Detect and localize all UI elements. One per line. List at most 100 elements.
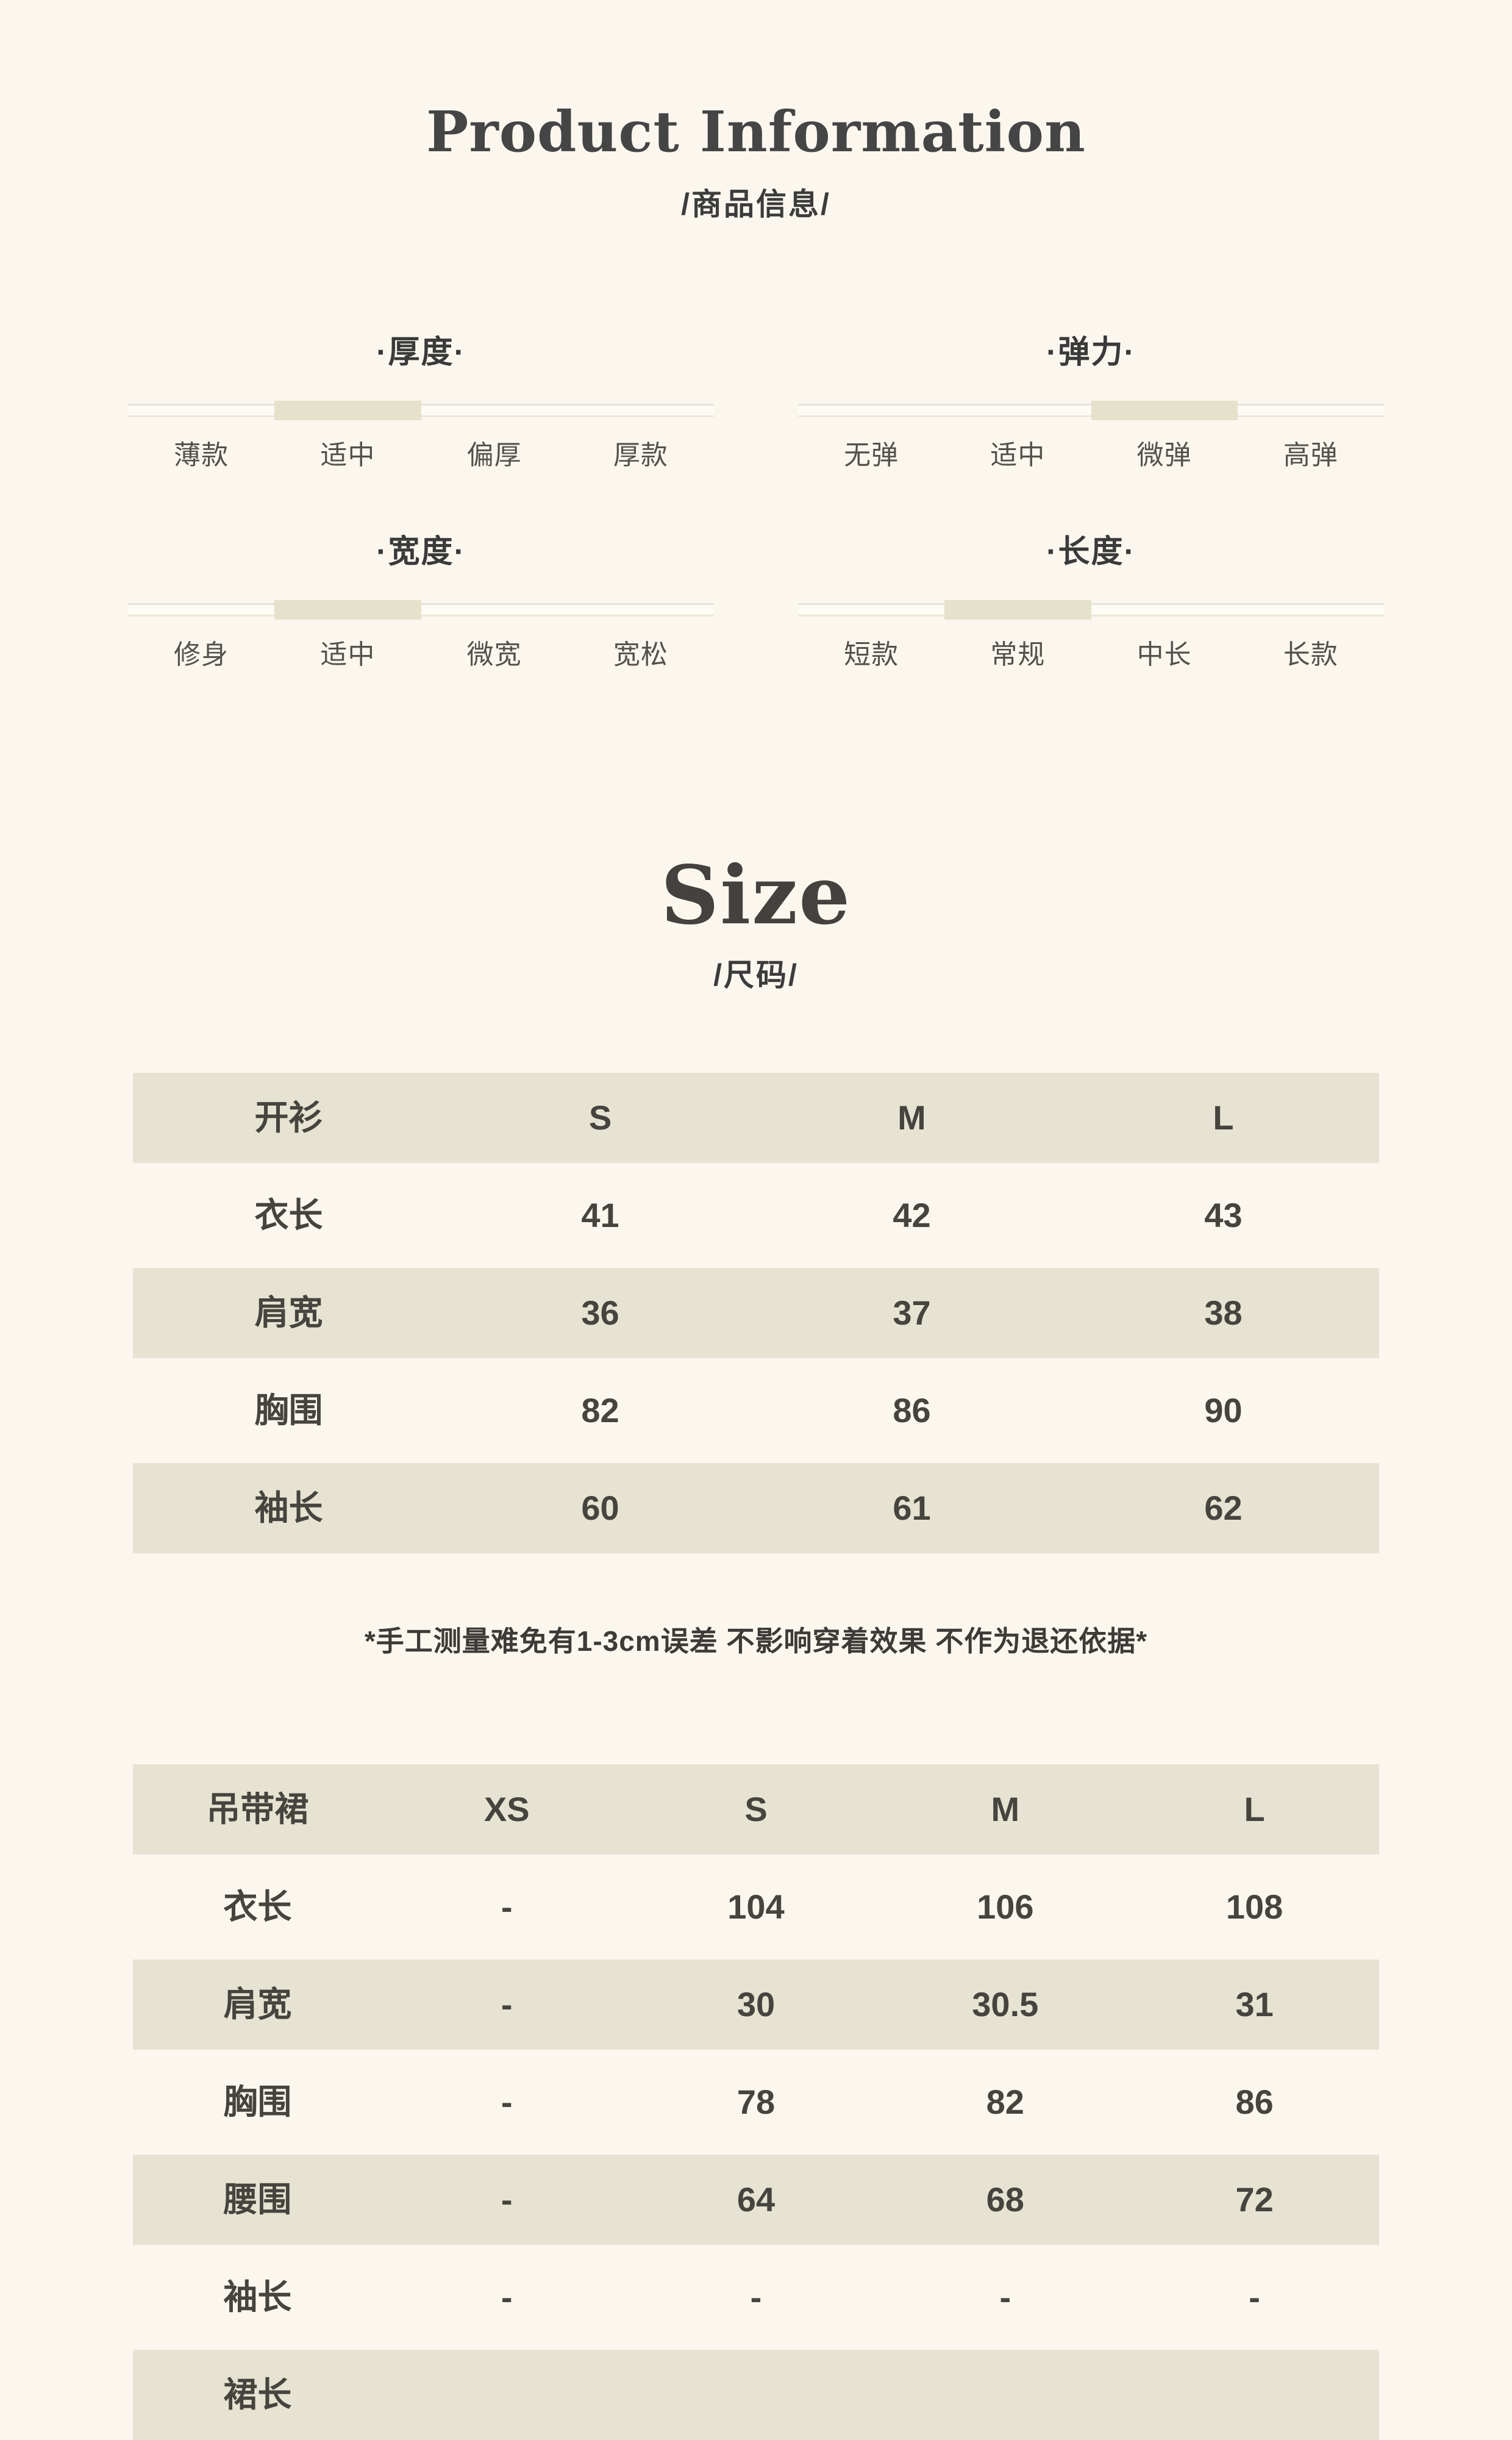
attribute-scale-labels: 薄款 适中 偏厚 厚款 [128,433,714,472]
table-cell: - [501,2277,513,2316]
table-row: 胸围 - 78 82 86 [133,2057,1379,2147]
table-cell: 衣长 [254,1195,323,1234]
table-cell: 64 [736,2180,776,2219]
table-cell: 30 [736,1984,776,2023]
attribute-scales-section: ·厚度· 薄款 适中 偏厚 厚款 ·弹力· 无弹 适中 微弹 高弹 ·宽度· 修身 适中 微宽宽… [128,326,1384,671]
table-cell: 82 [986,2082,1024,2121]
table-cell: 61 [893,1488,931,1527]
slip-dress-size-table: 吊带裙 XS S M L 衣长 - 104 106 108 肩宽 - 30 30.5 31 胸围 - 78 82 86… [133,1764,1379,2440]
table-cell: - [501,1887,513,1926]
attribute-scale-labels: 无弹 适中 微弹 高弹 [798,433,1384,472]
header-cell: M [991,1789,1020,1828]
table-row: 袖长 - - - - [133,2252,1379,2342]
attribute-scale-fill [944,599,1091,620]
table-cell: 42 [893,1195,931,1234]
header-cell: 开衫 [254,1098,323,1137]
table-row: 肩宽 36 37 38 [133,1267,1379,1358]
table-cell: 袖长 [223,2277,292,2316]
measurement-note: *手工测量难免有1-3cm误差 不影响穿着效果 不作为退还依据* [364,1625,1148,1657]
scale-label: 短款 [844,639,899,670]
header-cell: M [897,1098,926,1137]
header-cell: S [588,1098,612,1137]
table-cell: 86 [893,1390,931,1429]
table-cell: - [501,1984,513,2023]
header-cell: XS [483,1789,530,1828]
attribute-group-title: ·宽度· [376,534,466,570]
table-cell: 肩宽 [223,1984,292,2023]
attribute-group-3: ·长度· 短款 常规 中长 长款 [798,526,1384,671]
table-header-row: 开衫 S M L [133,1072,1379,1163]
scale-label: 修身 [174,639,229,670]
attribute-group-title: ·弹力· [1046,334,1136,370]
scale-label: 厚款 [613,440,668,470]
table-row: 裙长 [133,2349,1379,2440]
header-cell: L [1213,1098,1234,1137]
table-cell: 37 [893,1293,931,1332]
table-row: 袖长 60 61 62 [133,1462,1379,1553]
cardigan-size-table: 开衫 S M L 衣长 41 42 43 肩宽 36 37 38 胸围 82 86 90 袖长 60 61 62 [133,1072,1379,1553]
attribute-scale-track [128,400,714,420]
scale-label: 高弹 [1283,440,1338,470]
attribute-group-title: ·长度· [1046,534,1136,570]
scale-label: 薄款 [174,440,229,470]
table-cell: 41 [581,1195,619,1234]
attribute-scale-track [128,599,714,620]
table-row: 胸围 82 86 90 [133,1365,1379,1456]
scale-label: 偏厚 [466,440,522,470]
page-title: Product Information [426,99,1086,165]
scale-label: 微宽 [466,639,522,670]
attribute-scale-labels: 短款 常规 中长 长款 [798,632,1384,671]
table-cell: 袖长 [254,1488,323,1527]
table-cell: 43 [1204,1195,1243,1234]
table-cell: 腰围 [223,2180,292,2219]
table-cell: - [750,2277,762,2316]
header-cell: S [744,1789,768,1828]
attribute-scale-fill [274,400,421,420]
table-cell: 86 [1235,2082,1274,2121]
scale-label: 适中 [990,440,1046,470]
table-cell: - [501,2082,513,2121]
table-cell: 106 [977,1887,1034,1926]
table-cell: 胸围 [254,1390,323,1429]
attribute-scale-labels: 修身 适中 微宽 宽松 [128,632,714,671]
attribute-group-1: ·弹力· 无弹 适中 微弹 高弹 [798,326,1384,472]
table-cell: 36 [581,1293,619,1332]
table-cell: 82 [581,1390,619,1429]
header-cell: L [1244,1789,1265,1828]
table-cell: 38 [1204,1293,1243,1332]
table-cell: 裙长 [223,2375,292,2414]
table-row: 衣长 - 104 106 108 [133,1862,1379,1952]
attribute-scale-track [798,599,1384,620]
size-subtitle: /尺码/ [713,957,799,992]
scale-label: 常规 [990,639,1046,670]
table-cell: 31 [1235,1984,1274,2023]
table-cell: 30.5 [972,1984,1039,2023]
attribute-scale-fill [274,599,421,620]
scale-label: 宽松 [613,639,668,670]
attribute-group-0: ·厚度· 薄款 适中 偏厚 厚款 [128,326,714,472]
size-section-header: Size /尺码/ [0,855,1512,995]
table-cell: 衣长 [223,1887,292,1926]
scale-label: 适中 [320,639,376,670]
header-cell: 吊带裙 [206,1789,309,1828]
table-cell: 胸围 [223,2082,292,2121]
scale-label: 无弹 [844,440,899,470]
table-header-row: 吊带裙 XS S M L [133,1764,1379,1855]
table-cell: 108 [1225,1887,1283,1926]
scale-label: 微弹 [1136,440,1192,470]
page-header: Product Information /商品信息/ [0,0,1512,224]
table-cell: 60 [581,1488,619,1527]
table-cell: 62 [1204,1488,1243,1527]
table-cell: 90 [1204,1390,1243,1429]
scale-label: 适中 [320,440,376,470]
table-cell: 肩宽 [254,1293,323,1332]
table-row: 肩宽 - 30 30.5 31 [133,1959,1379,2050]
scale-label: 中长 [1136,639,1192,670]
attribute-scale-fill [1091,400,1238,420]
table-cell: - [1249,2277,1260,2316]
attribute-group-2: ·宽度· 修身 适中 微宽 宽松 [128,526,714,671]
table-cell: 72 [1235,2180,1274,2219]
table-row: 腰围 - 64 68 72 [133,2154,1379,2245]
table-cell: - [501,2180,513,2219]
